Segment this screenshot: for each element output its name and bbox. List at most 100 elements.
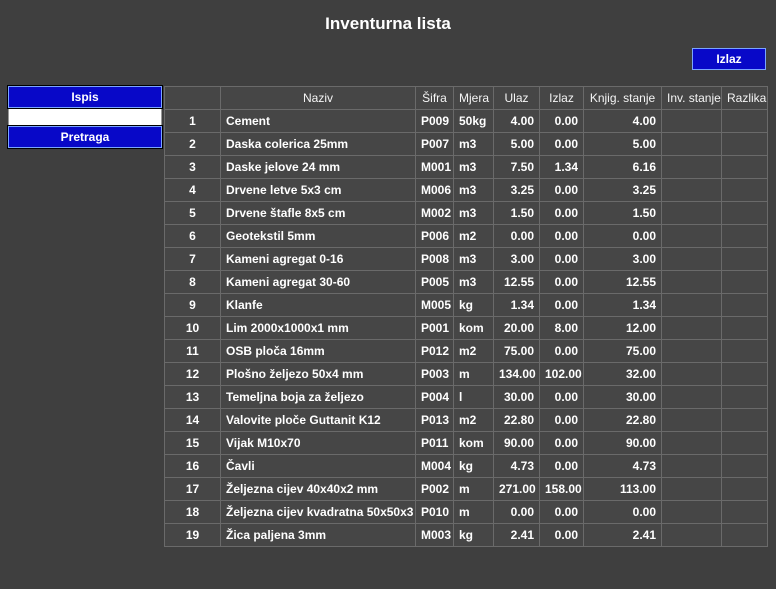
cell-inv[interactable] <box>662 294 722 317</box>
cell-unit: m <box>454 501 494 524</box>
cell-unit: m2 <box>454 409 494 432</box>
cell-in: 3.25 <box>494 179 540 202</box>
cell-inv[interactable] <box>662 432 722 455</box>
col-header-name: Naziv <box>221 87 416 110</box>
cell-unit: l <box>454 386 494 409</box>
table-row[interactable]: 1CementP00950kg4.000.004.00 <box>165 110 768 133</box>
table-row[interactable]: 16ČavliM004kg4.730.004.73 <box>165 455 768 478</box>
cell-index: 9 <box>165 294 221 317</box>
cell-name: Plošno željezo 50x4 mm <box>221 363 416 386</box>
cell-unit: 50kg <box>454 110 494 133</box>
cell-in: 1.34 <box>494 294 540 317</box>
table-row[interactable]: 17Željezna cijev 40x40x2 mmP002m271.0015… <box>165 478 768 501</box>
cell-inv[interactable] <box>662 133 722 156</box>
cell-inv[interactable] <box>662 248 722 271</box>
cell-unit: m2 <box>454 340 494 363</box>
cell-diff <box>722 478 768 501</box>
cell-book: 30.00 <box>584 386 662 409</box>
col-header-code: Šifra <box>416 87 454 110</box>
table-row[interactable]: 9KlanfeM005kg1.340.001.34 <box>165 294 768 317</box>
cell-diff <box>722 432 768 455</box>
cell-code: M003 <box>416 524 454 547</box>
table-row[interactable]: 13Temeljna boja za željezoP004l30.000.00… <box>165 386 768 409</box>
col-header-inv: Inv. stanje <box>662 87 722 110</box>
cell-name: Žica paljena 3mm <box>221 524 416 547</box>
table-row[interactable]: 4Drvene letve 5x3 cmM006m33.250.003.25 <box>165 179 768 202</box>
cell-name: Klanfe <box>221 294 416 317</box>
col-header-unit: Mjera <box>454 87 494 110</box>
cell-diff <box>722 386 768 409</box>
cell-inv[interactable] <box>662 501 722 524</box>
cell-book: 0.00 <box>584 225 662 248</box>
cell-out: 0.00 <box>540 455 584 478</box>
table-row[interactable]: 7Kameni agregat 0-16P008m33.000.003.00 <box>165 248 768 271</box>
table-row[interactable]: 10Lim 2000x1000x1 mmP001kom20.008.0012.0… <box>165 317 768 340</box>
search-button[interactable]: Pretraga <box>8 126 162 148</box>
col-header-out: Izlaz <box>540 87 584 110</box>
table-row[interactable]: 19Žica paljena 3mmM003kg2.410.002.41 <box>165 524 768 547</box>
cell-inv[interactable] <box>662 225 722 248</box>
cell-out: 1.34 <box>540 156 584 179</box>
cell-diff <box>722 271 768 294</box>
cell-index: 15 <box>165 432 221 455</box>
cell-inv[interactable] <box>662 340 722 363</box>
table-row[interactable]: 5Drvene štafle 8x5 cmM002m31.500.001.50 <box>165 202 768 225</box>
table-row[interactable]: 6Geotekstil 5mmP006m20.000.000.00 <box>165 225 768 248</box>
cell-in: 134.00 <box>494 363 540 386</box>
cell-code: P004 <box>416 386 454 409</box>
cell-in: 75.00 <box>494 340 540 363</box>
cell-inv[interactable] <box>662 386 722 409</box>
cell-name: OSB ploča 16mm <box>221 340 416 363</box>
print-button[interactable]: Ispis <box>8 86 162 108</box>
cell-inv[interactable] <box>662 156 722 179</box>
cell-in: 30.00 <box>494 386 540 409</box>
page: Inventurna lista Izlaz Ispis Pretraga Na… <box>0 0 776 589</box>
cell-inv[interactable] <box>662 202 722 225</box>
cell-name: Daska colerica 25mm <box>221 133 416 156</box>
table-row[interactable]: 12Plošno željezo 50x4 mmP003m134.00102.0… <box>165 363 768 386</box>
cell-code: P012 <box>416 340 454 363</box>
cell-code: M006 <box>416 179 454 202</box>
cell-book: 75.00 <box>584 340 662 363</box>
cell-inv[interactable] <box>662 179 722 202</box>
cell-out: 102.00 <box>540 363 584 386</box>
cell-unit: kg <box>454 455 494 478</box>
cell-inv[interactable] <box>662 363 722 386</box>
table-row[interactable]: 3Daske jelove 24 mmM001m37.501.346.16 <box>165 156 768 179</box>
cell-book: 90.00 <box>584 432 662 455</box>
cell-unit: m <box>454 363 494 386</box>
cell-book: 0.00 <box>584 501 662 524</box>
cell-unit: m <box>454 478 494 501</box>
cell-diff <box>722 110 768 133</box>
table-row[interactable]: 8Kameni agregat 30-60P005m312.550.0012.5… <box>165 271 768 294</box>
cell-inv[interactable] <box>662 409 722 432</box>
cell-inv[interactable] <box>662 110 722 133</box>
cell-diff <box>722 202 768 225</box>
cell-inv[interactable] <box>662 271 722 294</box>
cell-out: 0.00 <box>540 202 584 225</box>
table-row[interactable]: 15Vijak M10x70P011kom90.000.0090.00 <box>165 432 768 455</box>
cell-code: P007 <box>416 133 454 156</box>
cell-name: Cement <box>221 110 416 133</box>
cell-code: P001 <box>416 317 454 340</box>
exit-button[interactable]: Izlaz <box>692 48 766 70</box>
cell-inv[interactable] <box>662 478 722 501</box>
table-row[interactable]: 18Željezna cijev kvadratna 50x50x3P010m0… <box>165 501 768 524</box>
cell-inv[interactable] <box>662 317 722 340</box>
sidebar: Ispis Pretraga <box>8 86 164 547</box>
table-row[interactable]: 14Valovite ploče Guttanit K12P013m222.80… <box>165 409 768 432</box>
cell-inv[interactable] <box>662 455 722 478</box>
col-header-index <box>165 87 221 110</box>
cell-in: 2.41 <box>494 524 540 547</box>
table-row[interactable]: 11OSB ploča 16mmP012m275.000.0075.00 <box>165 340 768 363</box>
search-input[interactable] <box>9 111 161 127</box>
cell-name: Vijak M10x70 <box>221 432 416 455</box>
cell-index: 3 <box>165 156 221 179</box>
table-row[interactable]: 2Daska colerica 25mmP007m35.000.005.00 <box>165 133 768 156</box>
cell-unit: kg <box>454 524 494 547</box>
cell-in: 20.00 <box>494 317 540 340</box>
cell-code: P006 <box>416 225 454 248</box>
cell-diff <box>722 179 768 202</box>
cell-inv[interactable] <box>662 524 722 547</box>
cell-diff <box>722 248 768 271</box>
